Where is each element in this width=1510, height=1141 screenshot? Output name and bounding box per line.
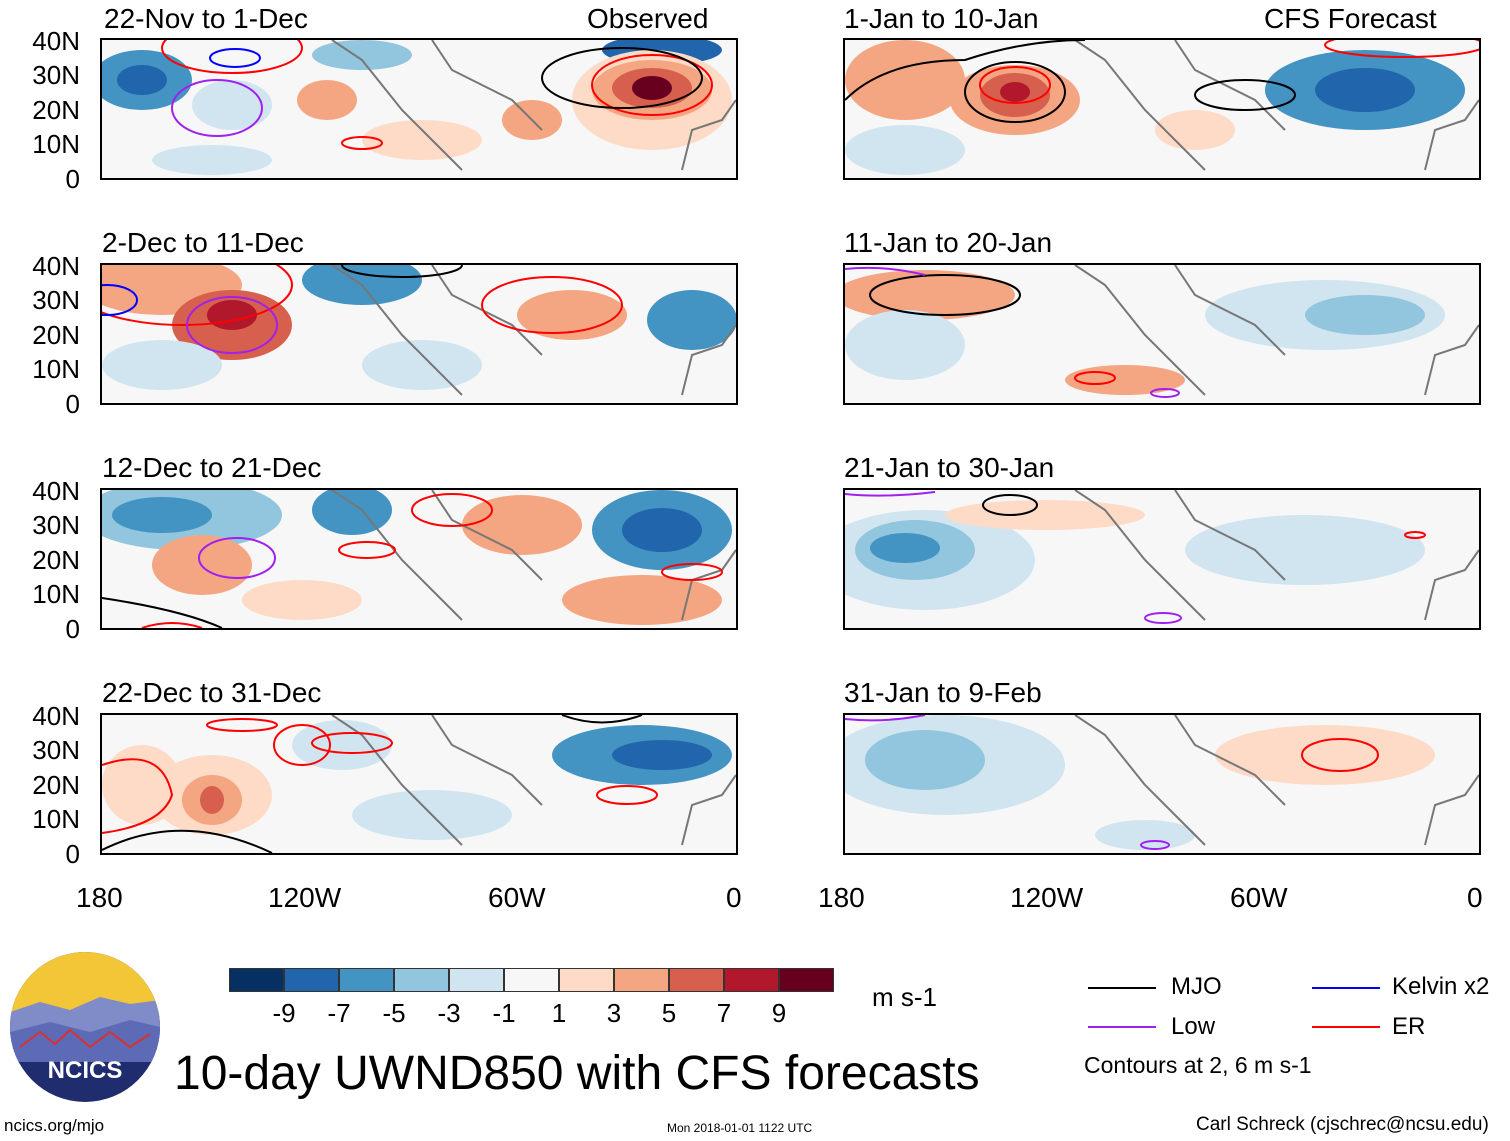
footer-url: ncics.org/mjo xyxy=(4,1116,105,1135)
legend-mjo-line xyxy=(1088,987,1156,989)
anomaly-map xyxy=(102,715,736,853)
y-label: 0 xyxy=(65,614,80,644)
panel-title: 11-Jan to 20-Jan xyxy=(844,227,1053,258)
y-label: 10N xyxy=(32,354,80,384)
colorbar-tick-label: 9 xyxy=(771,998,787,1028)
colorbar-tick-label: 5 xyxy=(661,998,677,1028)
legend-er-line xyxy=(1312,1026,1380,1028)
panel-title: 1-Jan to 10-Jan xyxy=(844,3,1039,34)
y-label: 30N xyxy=(32,285,80,315)
panel-tag: CFS Forecast xyxy=(1264,3,1437,34)
x-label: 180 xyxy=(76,882,123,913)
panel-tag: Observed xyxy=(587,3,709,34)
colorbar-tick-label: 3 xyxy=(606,998,622,1028)
colorbar-swatch xyxy=(724,968,779,992)
panel-title: 21-Jan to 30-Jan xyxy=(844,452,1055,483)
colorbar-swatch xyxy=(284,968,339,992)
colorbar-swatch xyxy=(504,968,559,992)
panel-title: 22-Nov to 1-Dec xyxy=(104,3,308,34)
map-panel-fcst-1 xyxy=(843,38,1481,180)
logo-text: NCICS xyxy=(47,1057,123,1084)
y-label: 0 xyxy=(65,839,80,869)
colorbar-tick-label: -5 xyxy=(382,998,406,1028)
map-panel-obs-4 xyxy=(100,713,738,855)
colorbar-swatch xyxy=(669,968,724,992)
legend-note: Contours at 2, 6 m s-1 xyxy=(1084,1052,1312,1078)
colorbar-swatch xyxy=(229,968,284,992)
panel-title: 22-Dec to 31-Dec xyxy=(102,677,322,708)
y-label: 40N xyxy=(32,251,80,281)
footer-author: Carl Schreck (cjschrec@ncsu.edu) xyxy=(1196,1114,1489,1135)
anomaly-map xyxy=(845,490,1479,624)
x-label: 0 xyxy=(1467,882,1483,913)
map-panel-fcst-4 xyxy=(843,713,1481,855)
map-panel-obs-1 xyxy=(100,38,738,180)
anomaly-map xyxy=(845,715,1479,850)
y-label: 40N xyxy=(32,701,80,731)
colorbar-tick-label: 1 xyxy=(551,998,567,1028)
x-label: 60W xyxy=(1230,882,1288,913)
x-label: 120W xyxy=(268,882,342,913)
legend-low-line xyxy=(1088,1026,1156,1028)
colorbar-swatch xyxy=(779,968,834,992)
y-label: 40N xyxy=(32,26,80,56)
colorbar-tick-label: -9 xyxy=(272,998,296,1028)
legend-kelvin-line xyxy=(1312,987,1380,989)
y-label: 20N xyxy=(32,770,80,800)
colorbar-tick-label: -3 xyxy=(437,998,461,1028)
x-label: 0 xyxy=(726,882,742,913)
panel-title: 2-Dec to 11-Dec xyxy=(102,227,304,258)
y-label: 30N xyxy=(32,735,80,765)
colorbar-swatch xyxy=(339,968,394,992)
colorbar-tick-label: 7 xyxy=(716,998,732,1028)
anomaly-map xyxy=(102,40,736,175)
map-panel-fcst-2 xyxy=(843,263,1481,405)
panel-title: 31-Jan to 9-Feb xyxy=(844,677,1042,708)
anomaly-map xyxy=(845,40,1479,175)
colorbar-swatch xyxy=(559,968,614,992)
legend-mjo-label: MJO xyxy=(1171,973,1222,1000)
x-label: 180 xyxy=(818,882,865,913)
map-panel-obs-2 xyxy=(100,263,738,405)
anomaly-map xyxy=(845,265,1479,398)
y-label: 20N xyxy=(32,95,80,125)
y-label: 10N xyxy=(32,804,80,834)
colorbar-tick-label: -7 xyxy=(327,998,351,1028)
y-label: 10N xyxy=(32,579,80,609)
map-panel-fcst-3 xyxy=(843,488,1481,630)
legend-low-label: Low xyxy=(1171,1013,1216,1040)
ncics-logo: NCICS xyxy=(10,952,160,1102)
y-label: 40N xyxy=(32,476,80,506)
map-panel-obs-3 xyxy=(100,488,738,630)
panel-title: 12-Dec to 21-Dec xyxy=(102,452,322,483)
y-label: 20N xyxy=(32,545,80,575)
colorbar-swatch xyxy=(394,968,449,992)
colorbar-units: m s-1 xyxy=(872,982,937,1012)
y-label: 10N xyxy=(32,129,80,159)
x-label: 60W xyxy=(488,882,546,913)
colorbar-swatch xyxy=(449,968,504,992)
anomaly-map xyxy=(102,490,736,628)
colorbar-swatch xyxy=(614,968,669,992)
x-label: 120W xyxy=(1010,882,1084,913)
logo-landscape-icon xyxy=(10,952,160,1062)
legend-er-label: ER xyxy=(1392,1013,1426,1040)
colorbar-tick-label: -1 xyxy=(492,998,516,1028)
main-title: 10-day UWND850 with CFS forecasts xyxy=(174,1047,980,1100)
legend-kelvin-label: Kelvin x2 xyxy=(1392,973,1490,1000)
footer-timestamp: Mon 2018-01-01 1122 UTC xyxy=(667,1121,813,1135)
y-label: 0 xyxy=(65,389,80,419)
y-label: 30N xyxy=(32,60,80,90)
y-label: 0 xyxy=(65,164,80,194)
anomaly-map xyxy=(102,265,736,396)
y-label: 20N xyxy=(32,320,80,350)
y-label: 30N xyxy=(32,510,80,540)
